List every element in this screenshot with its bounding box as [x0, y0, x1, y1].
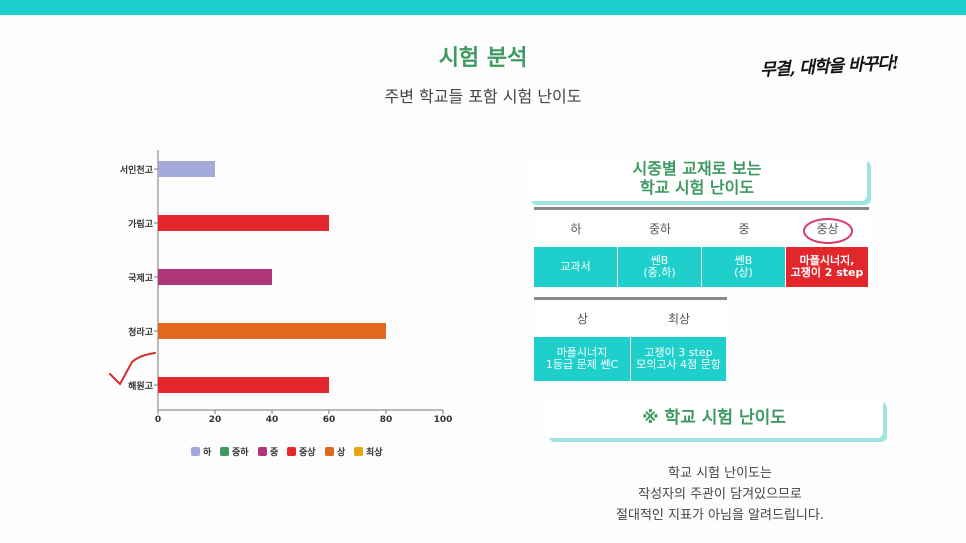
bar-해원고 — [158, 377, 329, 393]
header-cell-최상: 최상 — [631, 297, 727, 337]
header-cell-중하: 중하 — [618, 207, 702, 247]
x-tick-label-100: 100 — [434, 415, 453, 425]
legend-swatch-상 — [325, 447, 334, 456]
y-tick-label-해원고: 해원고 — [128, 380, 153, 392]
legend-swatch-중 — [258, 447, 267, 456]
note-line-1: 학교 시험 난이도는 — [668, 466, 772, 481]
header-cell-상: 상 — [534, 297, 631, 337]
legend-swatch-최상 — [354, 447, 363, 456]
bar-가림고 — [158, 215, 329, 231]
legend-label-최상: 최상 — [366, 446, 383, 458]
value-cell-최상: 고쟁이 3 step 모의고사 4점 문항 — [631, 337, 727, 381]
panel-title-line-1: 시중별 교재로 보는 — [632, 159, 762, 178]
legend-label-중상: 중상 — [299, 446, 316, 458]
difficulty-table-row-1: 하 중하 중 중상 교과서 쎈B (중,하) 쎈B (상) 마플시너지, 고쟁이… — [534, 207, 869, 287]
top-accent-bar — [0, 0, 966, 15]
legend-swatch-중상 — [287, 447, 296, 456]
bar-국제고 — [158, 269, 272, 285]
y-tick-label-청라고: 청라고 — [128, 326, 153, 338]
page-subtitle: 주변 학교들 포함 시험 난이도 — [384, 87, 582, 106]
legend-label-중하: 중하 — [232, 446, 249, 458]
y-tick-label-서인천고: 서인천고 — [120, 164, 153, 176]
panel-title-line-2: 학교 시험 난이도 — [639, 178, 755, 197]
difficulty-table-row-2: 상 최상 마플시너지 1등급 문제 쎈C 고쟁이 3 step 모의고사 4점 … — [534, 297, 727, 381]
header-cell-중: 중 — [702, 207, 786, 247]
x-tick-label-40: 40 — [266, 415, 279, 425]
note-title: ※ 학교 시험 난이도 — [545, 398, 883, 438]
panel-title: 시중별 교재로 보는 학교 시험 난이도 — [527, 157, 867, 201]
legend-label-중: 중 — [270, 447, 278, 458]
y-tick-label-가림고: 가림고 — [128, 218, 153, 230]
y-tick-label-국제고: 국제고 — [128, 272, 153, 284]
legend-swatch-하 — [191, 447, 200, 456]
check-mark-icon — [109, 352, 156, 386]
header-cell-하: 하 — [534, 207, 618, 247]
legend-label-상: 상 — [337, 446, 346, 458]
x-tick-label-0: 0 — [155, 415, 161, 425]
value-cell-쎈B-상: 쎈B (상) — [702, 247, 786, 287]
bar-청라고 — [158, 323, 386, 339]
bar-서인천고 — [158, 161, 215, 177]
x-tick-label-80: 80 — [380, 415, 393, 425]
legend-label-하: 하 — [203, 446, 212, 458]
legend-swatch-중하 — [220, 447, 229, 456]
note-line-2: 작성자의 주관이 담겨있으므로 — [638, 487, 802, 502]
note-line-3: 절대적인 지표가 아님을 알려드립니다. — [616, 508, 824, 523]
page-title: 시험 분석 — [438, 46, 528, 71]
value-cell-highlight: 마플시너지, 고쟁이 2 step — [786, 247, 869, 287]
note-text: 학교 시험 난이도는 작성자의 주관이 담겨있으므로 절대적인 지표가 아님을 … — [560, 463, 880, 526]
x-tick-label-60: 60 — [323, 415, 336, 425]
highlight-circle — [803, 218, 853, 244]
value-cell-상: 마플시너지 1등급 문제 쎈C — [534, 337, 631, 381]
value-cell-교과서: 교과서 — [534, 247, 618, 287]
value-cell-쎈B-중하: 쎈B (중,하) — [618, 247, 702, 287]
x-tick-label-20: 20 — [209, 415, 222, 425]
